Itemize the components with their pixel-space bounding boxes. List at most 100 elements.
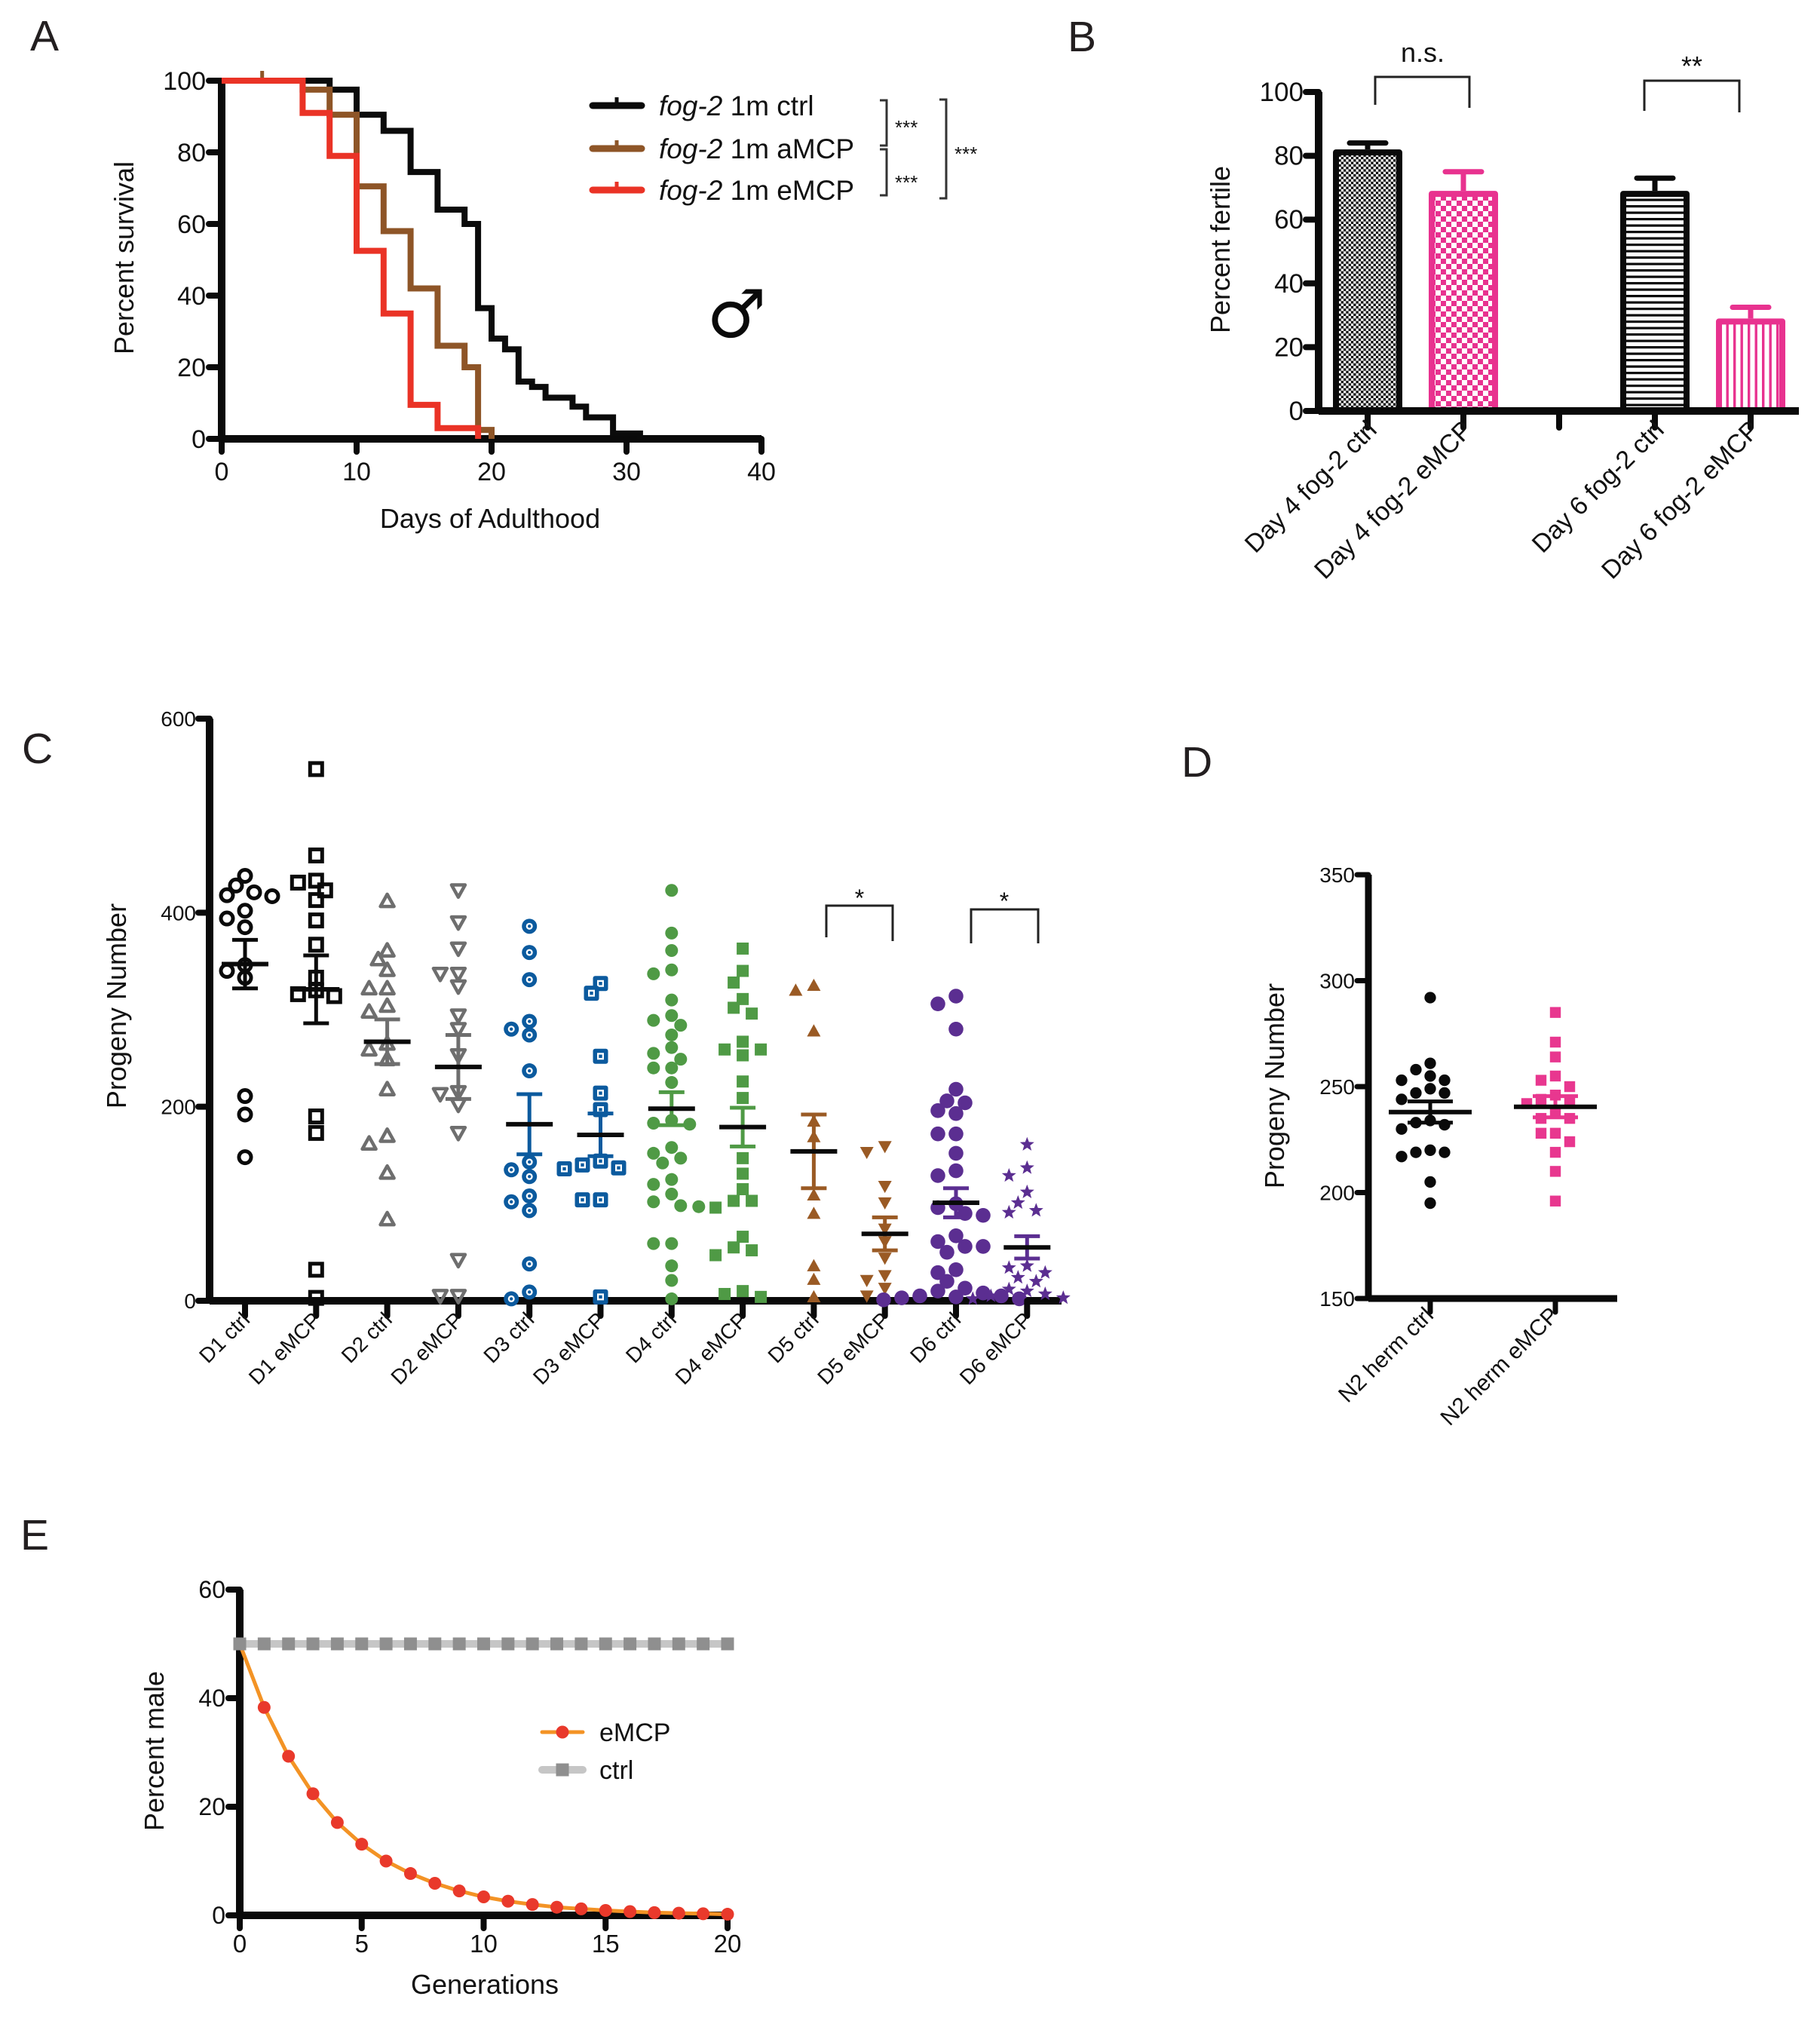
marker-center (528, 950, 532, 955)
data-point-emcp (282, 1749, 296, 1763)
data-point-filled-square (737, 1151, 749, 1164)
data-point-dotted-circle (504, 1194, 519, 1210)
data-point-open-square (317, 882, 333, 899)
data-point-open-square (308, 1289, 324, 1306)
data-point-filled-circle (665, 963, 679, 977)
data-point-open-circle (237, 1088, 253, 1105)
data-point-filled-circle (1012, 1291, 1027, 1307)
data-point-filled-circle (930, 1234, 945, 1250)
data-point-filled-circle (665, 884, 679, 897)
data-point-filled-square (746, 1007, 758, 1020)
y-tick-label: 40 (198, 1685, 225, 1712)
data-point-dotted-square (556, 1161, 572, 1177)
y-tick-label: 60 (198, 1576, 225, 1603)
data-point-filled-circle (647, 1047, 660, 1060)
data-point-emcp (403, 1867, 417, 1881)
data-point-emcp (525, 1898, 539, 1912)
data-point-filled-square (1549, 1195, 1561, 1207)
data-point-filled-square (1549, 1146, 1561, 1158)
y-tick-label: 250 (1319, 1075, 1355, 1099)
data-point-filled-inverted-triangle (878, 1180, 892, 1194)
significance-bracket (825, 904, 894, 941)
data-point-filled-circle (665, 1187, 679, 1200)
data-point-filled-square (1564, 1096, 1576, 1107)
data-point-open-triangle (360, 1135, 378, 1151)
data-point-ctrl (428, 1637, 442, 1651)
data-point-filled-circle (665, 993, 679, 1007)
data-point-filled-square (737, 1183, 749, 1196)
data-point-filled-circle (665, 1173, 679, 1186)
significance-label: * (1000, 888, 1009, 915)
data-point-open-triangle (360, 1003, 378, 1020)
data-point-filled-circle (665, 1292, 679, 1305)
data-point-filled-circle (994, 1288, 1009, 1304)
y-tick-label: 350 (1319, 863, 1355, 887)
data-point-open-circle (237, 867, 253, 884)
data-point-open-triangle (378, 942, 396, 958)
data-point-filled-circle (1424, 1083, 1436, 1095)
data-point-filled-square (1564, 1081, 1576, 1093)
data-point-open-inverted-triangle (449, 1008, 467, 1024)
legend-marker (556, 1725, 569, 1739)
marker-center (581, 1197, 584, 1202)
y-tick-label: 600 (161, 707, 196, 731)
data-point-filled-circle (1424, 1057, 1436, 1069)
x-tick-label: Day 6 fog-2 eMCP (1596, 415, 1766, 585)
data-point-filled-circle (665, 1259, 679, 1273)
data-point-dotted-square (574, 1192, 590, 1208)
data-point-filled-circle (665, 1141, 679, 1154)
group-d5-ctrl (789, 978, 821, 1303)
data-point-filled-circle (912, 1288, 927, 1304)
marker-center (599, 982, 602, 986)
data-point-filled-circle (647, 1146, 660, 1160)
data-point-open-square (308, 1108, 324, 1125)
x-tick-label: D6 eMCP (955, 1308, 1037, 1389)
data-point-filled-circle (1424, 1176, 1436, 1188)
data-point-filled-square (737, 1285, 749, 1298)
data-point-open-circle (264, 888, 280, 904)
x-tick-label: D2 eMCP (386, 1308, 467, 1389)
panel-label-e: E (20, 1511, 49, 1559)
data-point-filled-square (1549, 1070, 1561, 1082)
y-tick-label: 100 (163, 67, 206, 96)
data-point-filled-circle (665, 1041, 679, 1054)
data-point-emcp (574, 1902, 588, 1915)
data-point-dotted-circle (504, 1162, 519, 1178)
y-tick-label: 80 (177, 139, 206, 167)
data-point-star (1019, 1283, 1034, 1298)
data-point-filled-square (709, 1201, 722, 1214)
significance-label: ** (1681, 51, 1702, 81)
data-point-filled-circle (665, 1237, 679, 1250)
y-tick-label: 60 (177, 210, 206, 239)
y-tick-label: 100 (1260, 78, 1304, 107)
y-tick-label: 20 (177, 354, 206, 382)
marker-center (510, 1297, 513, 1301)
bar-day-4-fog-2-ctrl (1333, 149, 1402, 414)
data-point-ctrl (648, 1637, 661, 1651)
data-point-open-square (308, 761, 324, 777)
data-point-filled-square (728, 1001, 740, 1014)
marker-center (590, 991, 593, 995)
data-point-emcp (452, 1884, 466, 1898)
data-point-filled-circle (1410, 1063, 1422, 1076)
data-point-filled-square (737, 964, 749, 977)
data-point-filled-inverted-triangle (859, 1146, 874, 1160)
data-point-ctrl (403, 1637, 417, 1651)
bar-day-6-fog-2-emcp (1716, 318, 1785, 414)
data-point-filled-circle (665, 1009, 679, 1023)
x-tick-label: D3 eMCP (529, 1308, 610, 1389)
data-point-open-inverted-triangle (449, 1022, 467, 1038)
data-point-filled-circle (957, 1239, 973, 1254)
data-point-filled-square (1535, 1127, 1547, 1139)
data-point-filled-circle (948, 1105, 964, 1121)
data-point-dotted-circle (504, 1021, 519, 1037)
data-point-filled-triangle (807, 1188, 821, 1200)
series-line-emcp (237, 1643, 728, 1917)
data-point-star (1010, 1195, 1025, 1210)
data-point-open-inverted-triangle (449, 915, 467, 931)
data-point-open-inverted-triangle (449, 1253, 467, 1269)
legend-label-gene: fog-2 (659, 175, 723, 206)
data-point-open-square (308, 1124, 324, 1141)
